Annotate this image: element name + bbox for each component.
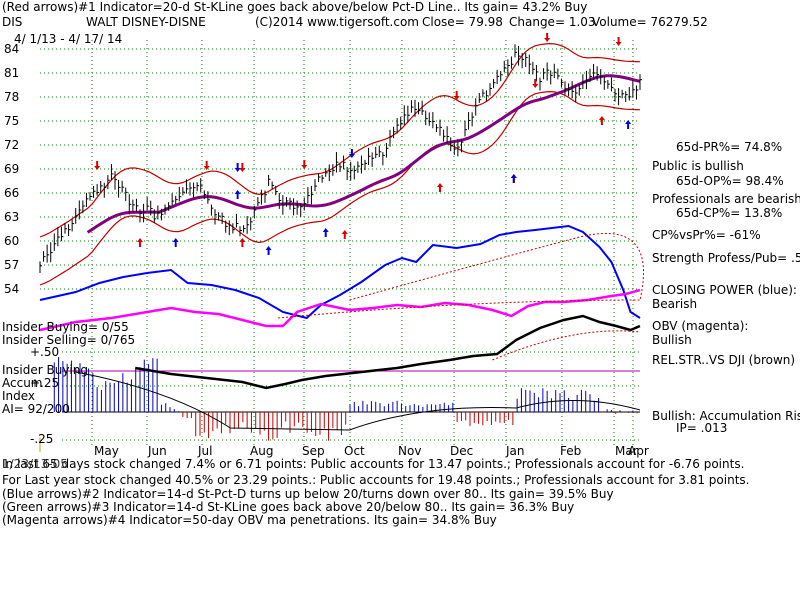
obv-line — [39, 288, 641, 332]
red-down-arrow — [239, 163, 246, 172]
company-name: WALT DISNEY-DISNE — [86, 15, 206, 29]
y-tick-label: 75 — [4, 114, 19, 128]
insider-buying-label: Insider Buying — [2, 363, 88, 377]
obv-status: Bullish — [652, 333, 692, 347]
ma50-line — [86, 74, 641, 234]
footer-lastyear: For Last year stock changed 40.5% or 23.… — [2, 473, 750, 487]
cp-vs-pr: CP%vsPr%= -61% — [652, 228, 761, 242]
footer-65day: In last 65 days stock changed 7.4% or 6.… — [2, 457, 745, 471]
level-label-25: +.25 — [30, 376, 60, 390]
price-axis-labels: 84 81 78 75 72 69 66 63 60 57 54 — [4, 42, 19, 296]
x-tick-label: Jul — [197, 444, 212, 458]
closing-power-label: CLOSING POWER (blue): — [652, 283, 797, 297]
blue-up-arrow — [172, 238, 179, 247]
blue-up-arrow — [510, 174, 517, 183]
red-down-arrow — [94, 161, 101, 170]
level-label-neg25: -.25 — [30, 432, 54, 446]
red-up-arrow — [239, 238, 246, 247]
professionals-status: Professionals are bearish — [652, 192, 800, 206]
blue-up-arrow — [625, 120, 632, 129]
red-up-arrow — [137, 238, 143, 247]
change-value: Change= 1.03 — [509, 15, 596, 29]
obv-label: OBV (magenta): — [652, 319, 749, 333]
red-up-arrow — [437, 183, 443, 192]
x-tick-label: Feb — [560, 444, 581, 458]
x-tick-label: May — [94, 444, 119, 458]
blue-down-arrow — [234, 163, 241, 172]
y-tick-label: 63 — [4, 210, 19, 224]
y-tick-label: 60 — [4, 234, 19, 248]
x-tick-label: Aug — [250, 444, 273, 458]
closing-power-status: Bearish — [652, 297, 698, 311]
red-down-arrow — [544, 33, 551, 42]
blue-up-arrow — [265, 246, 272, 255]
relative-strength-line — [134, 314, 641, 390]
op-stat: 65d-OP%= 98.4% — [676, 174, 784, 188]
y-tick-label: 72 — [4, 138, 19, 152]
red-down-arrow — [301, 160, 308, 169]
insider-selling: Insider Selling= 0/765 — [2, 333, 136, 347]
index-label: Index — [2, 389, 36, 403]
x-tick-label: Apr — [628, 444, 649, 458]
y-tick-label: 78 — [4, 90, 19, 104]
pr-stat: 65d-PR%= 74.8% — [676, 140, 783, 154]
accumulation-ma — [75, 371, 641, 431]
y-tick-label: 54 — [4, 282, 19, 296]
red-up-arrow — [341, 230, 348, 239]
obv-ma — [278, 299, 641, 319]
red-up-arrow — [598, 116, 605, 125]
ip-value: IP= .013 — [676, 421, 728, 435]
price-gridlines — [40, 40, 640, 445]
x-tick-label: Sep — [302, 444, 325, 458]
footer-green-arrows: (Green arrows)#3 Indicator=14-d St-KLine… — [2, 500, 575, 514]
footer-overlap: 1/23/13-05 — [2, 457, 68, 471]
y-tick-label: 84 — [4, 42, 19, 56]
footer-magenta-arrows: (Magenta arrows)#4 Indicator=50-day OBV … — [2, 513, 497, 527]
red-down-arrow — [532, 79, 539, 88]
price-bars — [39, 44, 642, 274]
closing-power-ma — [349, 232, 644, 301]
x-tick-label: Dec — [450, 444, 473, 458]
cp-stat: 65d-CP%= 13.8% — [676, 206, 783, 220]
footer-blue-arrows: (Blue arrows)#2 Indicator=14-d St-Pct-D … — [2, 487, 614, 501]
accumulation-bars — [53, 356, 638, 441]
accum-label: Accum — [2, 376, 43, 390]
ticker-symbol: DIS — [2, 15, 23, 29]
red-down-arrow — [453, 91, 460, 100]
level-label-50: +.50 — [30, 345, 60, 359]
x-tick-label: Oct — [344, 444, 365, 458]
ai-value: AI= 92/200 — [2, 402, 70, 416]
y-tick-label: 69 — [4, 162, 19, 176]
public-status: Public is bullish — [652, 159, 744, 173]
x-tick-label: Nov — [398, 444, 421, 458]
y-tick-label: 81 — [4, 66, 19, 80]
y-tick-label: 57 — [4, 258, 19, 272]
header-indicator-1: (Red arrows)#1 Indicator=20-d St-KLine g… — [2, 0, 588, 14]
red-down-arrow — [615, 37, 622, 46]
closing-power-line — [39, 224, 641, 320]
red-down-arrow — [203, 161, 210, 170]
close-value: Close= 79.98 — [422, 15, 503, 29]
relative-strength-ma — [492, 330, 641, 361]
volume-value: Volume= 76279.52 — [592, 15, 708, 29]
signal-arrows — [94, 33, 632, 255]
insider-buying: Insider Buying= 0/55 — [2, 320, 129, 334]
date-range: 4/ 1/13 - 4/ 17/ 14 — [14, 32, 123, 46]
y-tick-label: 66 — [4, 186, 19, 200]
relstr-label: REL.STR..VS DJI (brown) — [652, 353, 796, 367]
blue-down-arrow — [348, 149, 355, 158]
accumulation-status: Bullish: Accumulation Risi — [652, 409, 800, 423]
x-tick-label: Jun — [147, 444, 167, 458]
blue-up-arrow — [322, 228, 329, 237]
blue-up-arrow — [234, 190, 241, 199]
x-tick-label: Jan — [505, 444, 525, 458]
strength-ratio: Strength Profess/Pub= .5 — [652, 251, 800, 265]
x-tick-label: Mar — [615, 444, 638, 458]
copyright-text: (C)2014 www.tigersoft.com — [255, 15, 419, 29]
upper-band-line — [39, 42, 641, 238]
